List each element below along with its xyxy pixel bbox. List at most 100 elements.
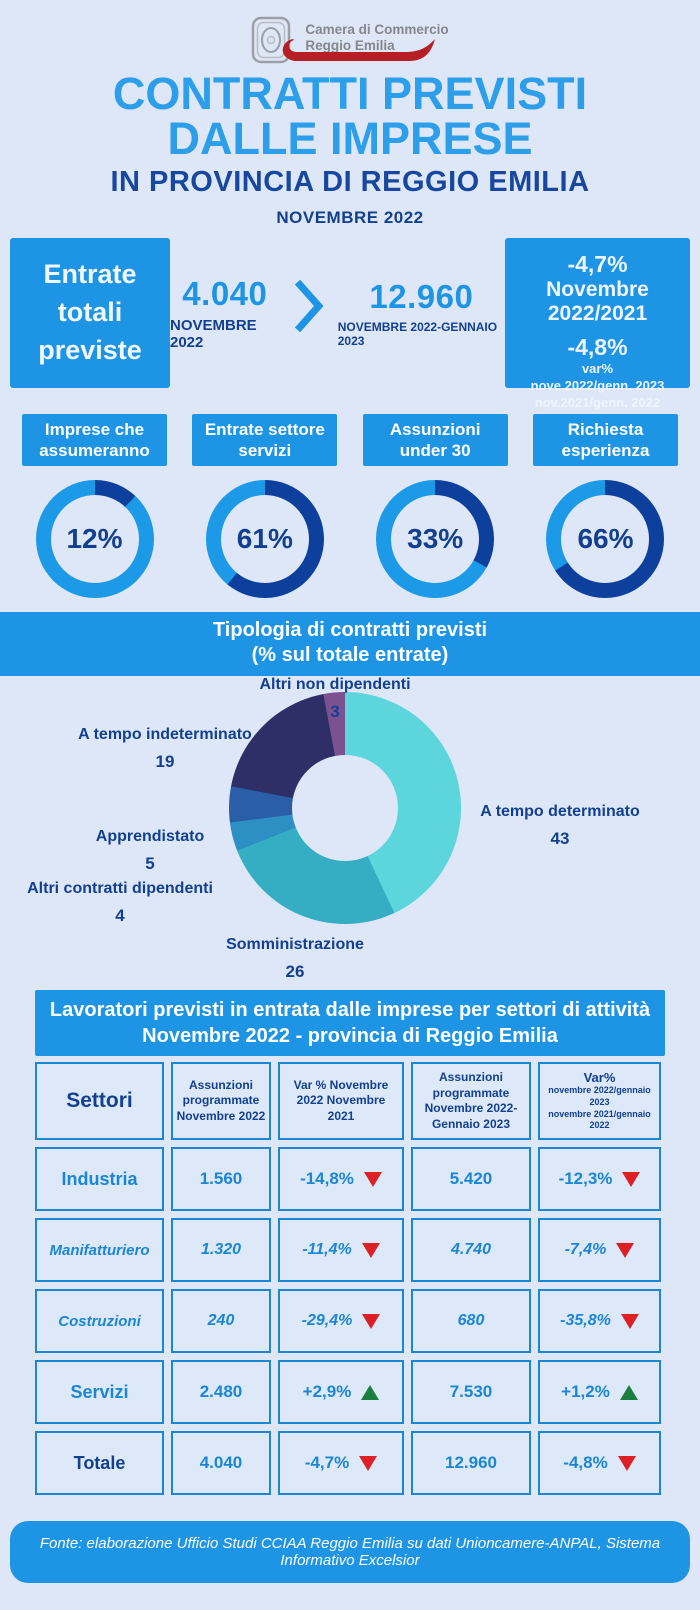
kpi-percent: 61% (220, 495, 309, 584)
logo-org-line2: Reggio Emilia (305, 37, 395, 53)
totals-label-box: Entrate totali previste (10, 238, 170, 389)
kpi-label: Imprese che assumeranno (22, 414, 167, 467)
table-cell-variation: -7,4% (538, 1218, 661, 1283)
trend-down-icon (363, 1171, 382, 1187)
table-cell-variation: +1,2% (538, 1360, 661, 1425)
column-header-assunzioni-trimestre: Assunzioni programmate Novembre 2022- Ge… (411, 1062, 531, 1141)
table-row-sector-name: Industria (35, 1147, 164, 1212)
table-cell-value: 5.420 (411, 1147, 531, 1212)
table-title-banner: Lavoratori previsti in entrata dalle imp… (35, 990, 665, 1057)
column-header-settori: Settori (35, 1062, 164, 1141)
table-row-sector-name: Manifatturiero (35, 1218, 164, 1283)
pie-label-somministrazione: Somministrazione 26 (226, 936, 364, 982)
greater-than-icon (294, 279, 324, 333)
kpi-percent: 33% (391, 495, 480, 584)
table-cell-variation: -4,7% (278, 1431, 404, 1496)
camera-commercio-emblem-icon (252, 16, 291, 64)
kpi-donut-chart: 12% (35, 480, 154, 599)
kpi-percent: 66% (561, 495, 650, 584)
kpi-donut-chart: 61% (205, 480, 324, 599)
contract-types-banner-line1: Tipologia di contratti previsti (212, 619, 488, 642)
logo-text: Camera di Commercio Reggio Emilia (283, 16, 449, 61)
pie-label-altri-contratti-dipendenti: Altri contratti dipendenti 4 (27, 880, 213, 926)
table-cell-value: 1.320 (171, 1218, 271, 1283)
var-quarter-caption-line3: nov.2021/genn. 2022 (534, 394, 661, 410)
table-row-sector-name: Costruzioni (35, 1289, 164, 1354)
pie-label-apprendistato: Apprendistato 5 (95, 828, 205, 874)
var-quarter-caption-line2: nove.2022/genn. 2023 (530, 378, 665, 394)
table-cell-value: 680 (411, 1289, 531, 1354)
kpi-donut-chart: 33% (376, 480, 495, 599)
kpi-richiesta-esperienza: Richiesta esperienza 66% (532, 414, 678, 599)
kpi-entrate-settore-servizi: Entrate settore servizi 61% (192, 414, 338, 599)
contract-types-banner-line2: (% sul totale entrate) (251, 644, 449, 667)
pie-label-a-tempo-indeterminato: A tempo indeterminato 19 (78, 726, 252, 772)
var-nov-caption-line1: Novembre (546, 278, 649, 302)
logo-org-line1: Camera di Commercio (305, 22, 449, 37)
pie-label-a-tempo-determinato: A tempo determinato 43 (480, 803, 640, 849)
trend-down-icon (620, 1313, 639, 1329)
totals-variation-box: -4,7% Novembre 2022/2021 -4,8% var% nove… (505, 238, 690, 410)
table-cell-value: 240 (171, 1289, 271, 1354)
contract-types-chart-section: A tempo determinato 43 Somministrazione … (0, 676, 700, 986)
table-cell-value: 2.480 (171, 1360, 271, 1425)
totals-band: Entrate totali previste 4.040 NOVEMBRE 2… (10, 238, 690, 410)
table-row-sector-name: Totale (35, 1431, 164, 1496)
source-footer: Fonte: elaborazione Ufficio Studi CCIAA … (10, 1521, 690, 1584)
page-title-line1: CONTRATTI PREVISTI (112, 68, 588, 119)
table-title-line1: Lavoratori previsti in entrata dalle imp… (49, 999, 651, 1022)
table-cell-variation: -14,8% (278, 1147, 404, 1212)
sectors-table: Settori Assunzioni programmate Novembre … (35, 1062, 665, 1496)
table-cell-variation: -12,3% (538, 1147, 661, 1212)
column-header-var-novembre: Var % Novembre 2022 Novembre 2021 (278, 1062, 404, 1141)
kpi-assunzioni-under-30: Assunzioni under 30 33% (362, 414, 508, 599)
table-cell-variation: +2,9% (278, 1360, 404, 1425)
var-nov-caption-line2: 2022/2021 (547, 301, 648, 325)
column-header-assunzioni-novembre: Assunzioni programmate Novembre 2022 (171, 1062, 271, 1141)
kpi-label: Richiesta esperienza (532, 414, 678, 467)
trend-up-icon (361, 1384, 380, 1400)
table-cell-value: 4.040 (171, 1431, 271, 1496)
kpi-imprese-che-assumeranno: Imprese che assumeranno 12% (22, 414, 167, 599)
kpi-label: Assunzioni under 30 (362, 414, 508, 467)
logo: Camera di Commercio Reggio Emilia (0, 0, 700, 64)
table-row-sector-name: Servizi (35, 1360, 164, 1425)
var-nov-value: -4,7% (567, 251, 628, 278)
var-quarter-value: -4,8% (567, 334, 628, 361)
kpi-row: Imprese che assumeranno 12% Entrate sett… (22, 414, 678, 599)
trend-down-icon (359, 1455, 378, 1471)
table-cell-variation: -11,4% (278, 1218, 404, 1283)
quarter-total-value: 12.960 (369, 278, 474, 316)
trend-down-icon (622, 1171, 641, 1187)
trend-down-icon (361, 1242, 380, 1258)
table-cell-variation: -29,4% (278, 1289, 404, 1354)
table-cell-value: 4.740 (411, 1218, 531, 1283)
pie-label-altri-non-dipendenti: Altri non dipendenti 3 (259, 676, 411, 722)
column-header-var-trimestre: Var% novembre 2022/gennaio 2023 novembre… (538, 1062, 661, 1141)
page-subtitle: IN PROVINCIA DI REGGIO EMILIA (110, 166, 590, 199)
november-total-caption: NOVEMBRE 2022 (170, 317, 257, 352)
trend-down-icon (616, 1242, 635, 1258)
red-swoosh-icon (283, 39, 436, 61)
kpi-donut-chart: 66% (546, 480, 665, 599)
table-title-line2: Novembre 2022 - provincia di Reggio Emil… (142, 1025, 558, 1048)
kpi-label: Entrate settore servizi (192, 414, 338, 467)
table-cell-value: 7.530 (411, 1360, 531, 1425)
november-total-value: 4.040 (182, 275, 268, 313)
page-title-line2: DALLE IMPRESE (167, 112, 533, 164)
quarter-total-caption: NOVEMBRE 2022-GENNAIO 2023 (337, 320, 498, 349)
var-quarter-caption-line1: var% (581, 361, 614, 377)
donut-hole (292, 755, 398, 862)
table-cell-variation: -35,8% (538, 1289, 661, 1354)
page-title: CONTRATTI PREVISTI DALLE IMPRESE (0, 68, 700, 164)
trend-up-icon (619, 1384, 638, 1400)
table-cell-value: 1.560 (171, 1147, 271, 1212)
kpi-percent: 12% (50, 495, 139, 584)
contract-types-banner: Tipologia di contratti previsti (% sul t… (0, 612, 700, 677)
totals-values: 4.040 NOVEMBRE 2022 12.960 NOVEMBRE 2022… (170, 238, 505, 388)
table-cell-value: 12.960 (411, 1431, 531, 1496)
contract-types-donut-chart (229, 692, 461, 925)
table-cell-variation: -4,8% (538, 1431, 661, 1496)
period-label: NOVEMBRE 2022 (276, 208, 424, 228)
trend-down-icon (362, 1313, 381, 1329)
